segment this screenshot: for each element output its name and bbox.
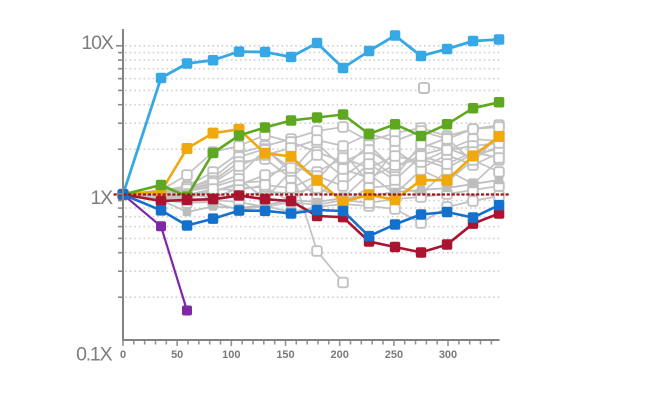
svg-text:100: 100	[222, 349, 240, 361]
svg-text:200: 200	[331, 349, 349, 361]
svg-text:0.1X: 0.1X	[76, 344, 113, 366]
svg-text:0: 0	[120, 349, 126, 361]
svg-text:250: 250	[385, 349, 403, 361]
svg-text:10X: 10X	[81, 32, 113, 54]
svg-text:50: 50	[171, 349, 183, 361]
svg-text:1X: 1X	[90, 187, 113, 209]
svg-text:150: 150	[276, 349, 294, 361]
svg-text:300: 300	[439, 349, 457, 361]
